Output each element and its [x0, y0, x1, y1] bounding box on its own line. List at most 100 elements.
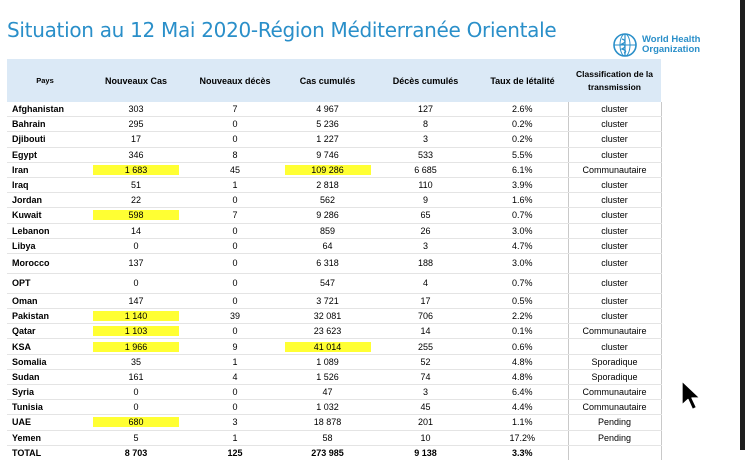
- cell-nouveaux-cas: 22: [83, 192, 189, 209]
- cell-deces-cumules: 127: [374, 102, 477, 118]
- header-cas-cumules: Cas cumulés: [281, 59, 374, 102]
- cell-taux: 4.4%: [477, 399, 568, 416]
- header-classification-line1: Classification de la: [576, 68, 653, 79]
- cell-nouveaux-deces: 1: [189, 430, 281, 446]
- cell-nouveaux-cas: 137: [83, 253, 189, 274]
- table-row: Pakistan 1 140 39 32 081 706 2.2% cluster: [7, 308, 662, 325]
- header-nouveaux-cas: Nouveaux Cas: [83, 59, 189, 102]
- header-classification: Classification de la transmission: [568, 59, 661, 102]
- slide-title: Situation au 12 Mai 2020-Région Méditerr…: [7, 18, 557, 42]
- cell-taux: 4.7%: [477, 238, 568, 254]
- cell-deces-cumules: 8: [374, 116, 477, 133]
- cell-pays: Djibouti: [7, 131, 83, 148]
- cell-cas-cumules: 1 227: [281, 131, 374, 148]
- cell-taux: 1.1%: [477, 414, 568, 431]
- cell-pays: Iran: [7, 162, 83, 178]
- table-total-row: TOTAL 8 703 125 273 985 9 138 3.3%: [7, 444, 662, 460]
- cell-nouveaux-deces: 0: [189, 399, 281, 416]
- cell-pays: Pakistan: [7, 308, 83, 325]
- cell-taux: 1.6%: [477, 192, 568, 209]
- cell-nouveaux-cas: 17: [83, 131, 189, 148]
- cell-cas-cumules: 9 746: [281, 147, 374, 163]
- cell-pays: Kuwait: [7, 207, 83, 224]
- cell-classification: Sporadique: [567, 354, 662, 370]
- cell-classification: Communautaire: [567, 162, 662, 178]
- table-row: Djibouti 17 0 1 227 3 0.2% cluster: [7, 131, 662, 148]
- cell-deces-cumules: 188: [374, 253, 477, 274]
- cell-cas-cumules: 562: [281, 192, 374, 209]
- cell-cas-cumules: 547: [281, 273, 374, 294]
- highlight-marker: 1 103: [93, 326, 179, 337]
- highlight-marker: 109 286: [284, 164, 371, 175]
- who-emblem-icon: [613, 33, 637, 57]
- cell-taux: 3.9%: [477, 177, 568, 194]
- cell-deces-cumules: 201: [374, 414, 477, 431]
- cell-deces-cumules: 14: [374, 323, 477, 340]
- cell-nouveaux-cas: 51: [83, 177, 189, 194]
- cell-deces-cumules: 17: [374, 293, 477, 310]
- cell-classification: Sporadique: [567, 369, 662, 386]
- highlight-marker: 1 966: [93, 341, 179, 352]
- cell-deces-cumules: 52: [374, 354, 477, 370]
- table-row: Bahrain 295 0 5 236 8 0.2% cluster: [7, 116, 662, 133]
- header-pays: Pays: [7, 59, 83, 102]
- cell-classification: cluster: [567, 253, 662, 274]
- cell-cas-cumules: 32 081: [281, 308, 374, 325]
- cell-nouveaux-cas: 0: [83, 238, 189, 254]
- table-row: Somalia 35 1 1 089 52 4.8% Sporadique: [7, 354, 662, 370]
- cell-classification: cluster: [567, 207, 662, 224]
- cell-deces-cumules: 3: [374, 131, 477, 148]
- cell-nouveaux-cas: 295: [83, 116, 189, 133]
- cell-nouveaux-cas: 147: [83, 293, 189, 310]
- cell-cas-cumules: 273 985: [281, 444, 374, 460]
- cell-deces-cumules: 110: [374, 177, 477, 194]
- cell-cas-cumules: 58: [281, 430, 374, 446]
- cell-taux: 3.0%: [477, 223, 568, 239]
- cell-deces-cumules: 65: [374, 207, 477, 224]
- who-logo-text: World Health Organization: [642, 35, 700, 55]
- cell-nouveaux-cas: 1 140: [83, 308, 189, 325]
- table-row: Lebanon 14 0 859 26 3.0% cluster: [7, 223, 662, 239]
- cell-taux: 5.5%: [477, 147, 568, 163]
- cell-deces-cumules: 9: [374, 192, 477, 209]
- cell-pays: Sudan: [7, 369, 83, 386]
- cell-cas-cumules: 3 721: [281, 293, 374, 310]
- cell-cas-cumules: 1 526: [281, 369, 374, 386]
- cell-cas-cumules: 23 623: [281, 323, 374, 340]
- highlight-marker: 598: [93, 210, 179, 221]
- cell-taux: 0.7%: [477, 273, 568, 294]
- cell-classification: cluster: [567, 102, 662, 118]
- table-row: Yemen 5 1 58 10 17.2% Pending: [7, 430, 662, 446]
- cell-deces-cumules: 74: [374, 369, 477, 386]
- cell-classification: cluster: [567, 177, 662, 194]
- table-row: Iraq 51 1 2 818 110 3.9% cluster: [7, 177, 662, 194]
- cell-classification: cluster: [567, 192, 662, 209]
- cell-cas-cumules: 1 089: [281, 354, 374, 370]
- cell-nouveaux-deces: 0: [189, 323, 281, 340]
- table-row: Qatar 1 103 0 23 623 14 0.1% Communautaire: [7, 323, 662, 340]
- cell-deces-cumules: 255: [374, 338, 477, 355]
- cell-cas-cumules: 4 967: [281, 102, 374, 118]
- cell-cas-cumules: 859: [281, 223, 374, 239]
- cell-nouveaux-deces: 7: [189, 207, 281, 224]
- cell-nouveaux-cas: 8 703: [83, 444, 189, 460]
- cell-pays: TOTAL: [7, 444, 83, 460]
- cell-pays: Yemen: [7, 430, 83, 446]
- header-classification-line2: transmission: [588, 81, 641, 92]
- cell-nouveaux-deces: 0: [189, 192, 281, 209]
- cell-nouveaux-cas: 303: [83, 102, 189, 118]
- cell-nouveaux-deces: 0: [189, 253, 281, 274]
- table-row: Iran 1 683 45 109 286 6 685 6.1% Communautaire: [7, 162, 662, 178]
- cell-deces-cumules: 706: [374, 308, 477, 325]
- highlight-marker: 41 014: [284, 341, 371, 352]
- cell-taux: 2.2%: [477, 308, 568, 325]
- cell-classification: Communautaire: [567, 399, 662, 416]
- window-edge: [740, 0, 745, 450]
- cell-pays: Afghanistan: [7, 102, 83, 118]
- cell-nouveaux-cas: 0: [83, 273, 189, 294]
- table-row: KSA 1 966 9 41 014 255 0.6% cluster: [7, 338, 662, 355]
- cell-classification: cluster: [567, 338, 662, 355]
- cell-pays: Morocco: [7, 253, 83, 274]
- cell-classification: cluster: [567, 147, 662, 163]
- table-row: UAE 680 3 18 878 201 1.1% Pending: [7, 414, 662, 431]
